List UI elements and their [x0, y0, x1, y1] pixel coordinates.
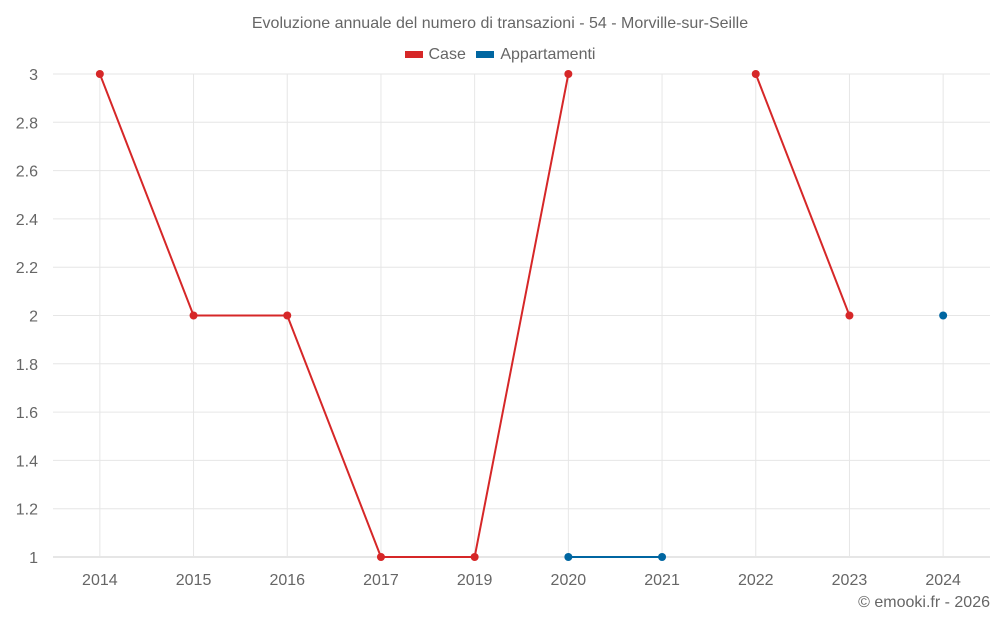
- data-point[interactable]: [939, 311, 948, 320]
- y-tick-label: 2: [29, 309, 38, 326]
- y-tick-label: 1: [29, 550, 38, 567]
- legend-swatch-case: [404, 51, 423, 58]
- x-tick-label: 2019: [457, 572, 493, 589]
- data-point[interactable]: [658, 553, 667, 561]
- x-tick-label: 2014: [82, 572, 118, 589]
- y-tick-label: 3: [29, 67, 38, 84]
- legend-item-case[interactable]: Case: [404, 45, 466, 64]
- x-tick-label: 2016: [269, 572, 305, 589]
- y-tick-label: 1.2: [16, 502, 38, 519]
- series-line: [98, 73, 570, 558]
- legend-swatch-appartamenti: [476, 51, 495, 58]
- credit-text: © emooki.fr - 2026: [858, 594, 990, 611]
- data-point[interactable]: [564, 553, 573, 561]
- y-tick-label: 2.6: [16, 164, 38, 181]
- legend-label-case: Case: [428, 45, 466, 63]
- y-tick-label: 1.4: [16, 453, 38, 470]
- x-tick-label: 2022: [738, 572, 774, 589]
- x-tick-label: 2017: [363, 572, 399, 589]
- series-line: [754, 73, 851, 316]
- y-tick-label: 1.8: [16, 357, 38, 374]
- x-tick-label: 2015: [176, 572, 212, 589]
- x-tick-label: 2024: [925, 572, 961, 589]
- legend: Case Appartamenti: [0, 45, 1000, 64]
- data-point[interactable]: [189, 311, 198, 320]
- y-tick-label: 1.6: [16, 405, 38, 422]
- y-tick-label: 2.8: [16, 115, 38, 132]
- y-tick-label: 2.2: [16, 260, 38, 277]
- data-point[interactable]: [470, 553, 479, 561]
- legend-item-appartamenti[interactable]: Appartamenti: [476, 46, 595, 64]
- data-point[interactable]: [376, 553, 385, 561]
- data-point[interactable]: [845, 311, 854, 320]
- x-tick-label: 2023: [832, 572, 868, 589]
- x-tick-label: 2021: [644, 572, 680, 589]
- data-point[interactable]: [95, 70, 104, 78]
- data-point[interactable]: [564, 70, 573, 78]
- data-point[interactable]: [751, 70, 760, 78]
- data-point[interactable]: [283, 311, 292, 320]
- chart-title: Evoluzione annuale del numero di transaz…: [251, 15, 749, 32]
- legend-label-appartamenti: Appartamenti: [500, 45, 596, 63]
- x-tick-label: 2020: [551, 572, 587, 589]
- y-tick-label: 2.4: [16, 212, 38, 229]
